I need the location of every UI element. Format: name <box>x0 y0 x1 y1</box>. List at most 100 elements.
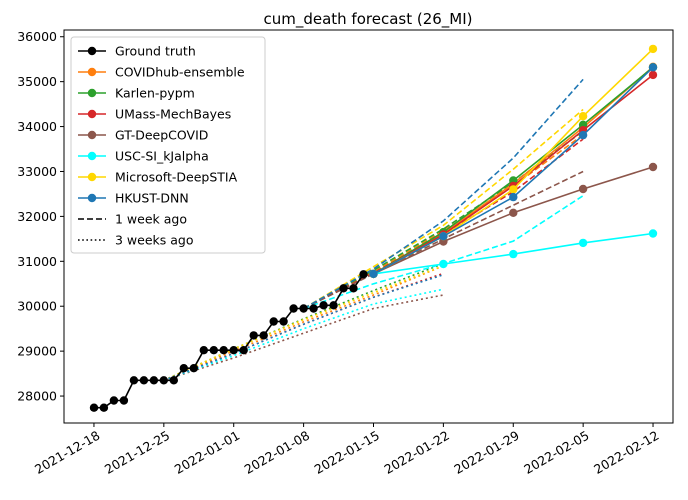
ground-truth-point <box>359 270 368 279</box>
legend-box <box>70 36 266 254</box>
y-tick-label: 28000 <box>17 389 57 404</box>
one-week-ago-line <box>303 108 584 310</box>
forecast-series <box>369 63 658 279</box>
y-tick-label: 34000 <box>17 119 57 134</box>
legend-item: UMass-MechBayes <box>78 107 231 122</box>
ground-truth-point <box>99 403 109 412</box>
ground-truth-point <box>139 376 149 385</box>
legend-swatch-marker <box>87 151 97 161</box>
ground-truth-point <box>219 346 228 355</box>
legend-swatch-marker <box>87 67 97 77</box>
y-tick-label: 30000 <box>17 299 57 314</box>
y-tick-label: 36000 <box>17 29 57 44</box>
forecast-point <box>648 229 658 238</box>
legend-swatch-marker <box>87 46 97 56</box>
legend: Ground truth COVIDhub-ensemble Karlen-pypm… <box>70 36 266 254</box>
ground-truth-point <box>339 284 348 293</box>
y-tick-label: 32000 <box>17 209 57 224</box>
current-forecasts <box>369 44 658 279</box>
forecast-point <box>648 44 658 54</box>
legend-item: 1 week ago <box>78 212 187 227</box>
legend-item: HKUST-DNN <box>78 191 189 206</box>
y-tick-label: 33000 <box>17 164 57 179</box>
legend-item: GT-DeepCOVID <box>78 128 208 143</box>
legend-swatch-marker <box>87 130 97 140</box>
ground-truth-point <box>329 301 338 310</box>
ground-truth-point <box>209 346 218 355</box>
ground-truth-point <box>299 304 308 313</box>
ground-truth-point <box>269 317 278 326</box>
three-weeks-ago-line <box>163 294 444 382</box>
legend-item: 3 weeks ago <box>78 233 194 248</box>
legend-item: USC-SI_kJalpha <box>78 149 209 164</box>
y-tick-label: 35000 <box>17 74 57 89</box>
ground-truth-point <box>169 376 178 385</box>
forecast-point <box>509 249 518 259</box>
forecast-point <box>509 208 518 217</box>
chart-title: cum_death forecast (26_MI) <box>263 10 472 29</box>
y-tick-label: 31000 <box>17 254 57 269</box>
three-weeks-ago-line <box>163 265 444 382</box>
ground-truth-point <box>109 396 119 405</box>
forecast-point <box>439 259 448 269</box>
ground-truth-point <box>309 304 318 313</box>
legend-swatch-marker <box>87 88 97 98</box>
forecast-point <box>578 238 588 248</box>
three-weeks-ago-line <box>163 288 444 382</box>
forecast-point <box>578 184 588 194</box>
forecast-point <box>648 162 658 172</box>
three-weeks-ago-line <box>163 265 444 382</box>
ground-truth-point <box>259 331 268 340</box>
legend-item: COVIDhub-ensemble <box>78 65 245 80</box>
ground-truth-point <box>159 376 168 385</box>
ground-truth-point <box>149 376 159 385</box>
ground-truth-point <box>199 346 208 355</box>
legend-label: USC-SI_kJalpha <box>115 149 209 164</box>
legend-label: Ground truth <box>115 44 196 59</box>
legend-label: 3 weeks ago <box>115 233 194 248</box>
forecast-point <box>648 63 658 72</box>
legend-swatch-marker <box>87 109 97 119</box>
forecast-point <box>509 192 518 202</box>
plot-area-frame <box>63 29 674 424</box>
ground-truth-point <box>289 304 298 313</box>
ground-truth-point <box>89 403 99 412</box>
ground-truth-point <box>119 396 129 405</box>
legend-item: Ground truth <box>78 44 196 59</box>
forecast-point <box>509 185 518 194</box>
forecast-point <box>578 130 588 140</box>
legend-label: Karlen-pypm <box>115 86 195 101</box>
forecast-point <box>439 232 448 241</box>
ground-truth-point <box>229 346 238 355</box>
legend-item: Karlen-pypm <box>78 86 195 101</box>
legend-label: COVIDhub-ensemble <box>115 65 245 80</box>
y-axis: 28000 29000 30000 31000 32000 33000 34000 35000… <box>17 29 64 404</box>
ground-truth-point <box>179 364 188 373</box>
legend-item: Microsoft-DeepSTIA <box>78 170 238 185</box>
ground-truth-line <box>94 273 365 409</box>
y-tick-label: 29000 <box>17 344 57 359</box>
forecast-point <box>578 112 588 121</box>
forecast-point <box>369 269 378 279</box>
ground-truth-point <box>129 376 139 385</box>
ground-truth-point <box>249 331 258 340</box>
forecast-point <box>648 70 658 80</box>
legend-label: Microsoft-DeepSTIA <box>115 170 238 185</box>
ground-truth-point <box>189 364 198 373</box>
legend-swatch-marker <box>87 172 97 182</box>
one-week-ago-line <box>303 134 584 310</box>
legend-label: HKUST-DNN <box>115 191 189 206</box>
legend-label: GT-DeepCOVID <box>115 128 208 143</box>
legend-swatch-marker <box>87 193 97 203</box>
legend-label: UMass-MechBayes <box>115 107 231 122</box>
ground-truth-point <box>239 346 248 355</box>
ground-truth-point <box>349 284 358 293</box>
three-weeks-ago-forecasts <box>163 262 444 382</box>
three-weeks-ago-line <box>163 274 444 382</box>
ground-truth-series <box>89 270 368 412</box>
one-week-ago-line <box>303 78 584 310</box>
ground-truth-point <box>319 301 328 310</box>
legend-label: 1 week ago <box>115 212 187 227</box>
ground-truth-point <box>279 317 288 326</box>
